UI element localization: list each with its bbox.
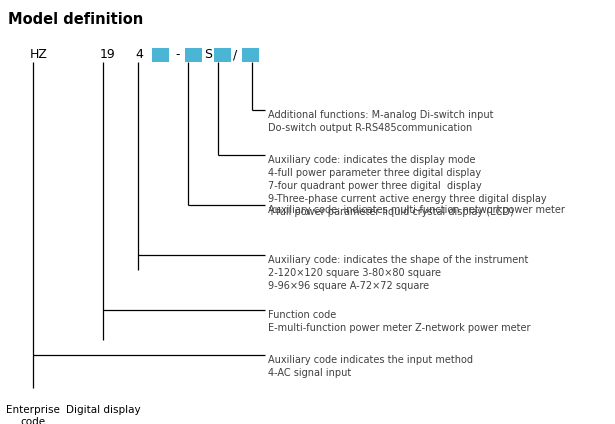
Text: Y-full power parameter liquid crystal display (LCD): Y-full power parameter liquid crystal di… bbox=[268, 207, 514, 217]
Text: /: / bbox=[233, 48, 237, 61]
Text: Auxiliary code indicates the input method: Auxiliary code indicates the input metho… bbox=[268, 355, 473, 365]
Text: 9-96×96 square A-72×72 square: 9-96×96 square A-72×72 square bbox=[268, 281, 429, 291]
Text: -: - bbox=[175, 48, 180, 61]
Text: S: S bbox=[204, 48, 212, 61]
Bar bbox=[185, 48, 202, 62]
Text: Digital display: Digital display bbox=[66, 405, 140, 415]
Text: Auxiliary code: indicates multi-function networkpower meter: Auxiliary code: indicates multi-function… bbox=[268, 205, 565, 215]
Text: 4: 4 bbox=[135, 48, 143, 61]
Bar bbox=[152, 48, 169, 62]
Text: 4-full power parameter three digital display: 4-full power parameter three digital dis… bbox=[268, 168, 481, 178]
Text: Model definition: Model definition bbox=[8, 12, 143, 27]
Text: Enterprise
code: Enterprise code bbox=[6, 405, 60, 424]
Text: Function code: Function code bbox=[268, 310, 336, 320]
Text: Additional functions: M-analog Di-switch input: Additional functions: M-analog Di-switch… bbox=[268, 110, 493, 120]
Text: 9-Three-phase current active energy three digital display: 9-Three-phase current active energy thre… bbox=[268, 194, 547, 204]
Text: Do-switch output R-RS485communication: Do-switch output R-RS485communication bbox=[268, 123, 472, 133]
Text: Auxiliary code: indicates the display mode: Auxiliary code: indicates the display mo… bbox=[268, 155, 475, 165]
Text: HZ: HZ bbox=[30, 48, 48, 61]
Text: 19: 19 bbox=[100, 48, 116, 61]
Text: Auxiliary code: indicates the shape of the instrument: Auxiliary code: indicates the shape of t… bbox=[268, 255, 528, 265]
Text: 7-four quadrant power three digital  display: 7-four quadrant power three digital disp… bbox=[268, 181, 482, 191]
Text: 2-120×120 square 3-80×80 square: 2-120×120 square 3-80×80 square bbox=[268, 268, 441, 278]
Text: 4-AC signal input: 4-AC signal input bbox=[268, 368, 351, 378]
Text: E-multi-function power meter Z-network power meter: E-multi-function power meter Z-network p… bbox=[268, 323, 531, 333]
Bar bbox=[242, 48, 259, 62]
Bar bbox=[214, 48, 231, 62]
